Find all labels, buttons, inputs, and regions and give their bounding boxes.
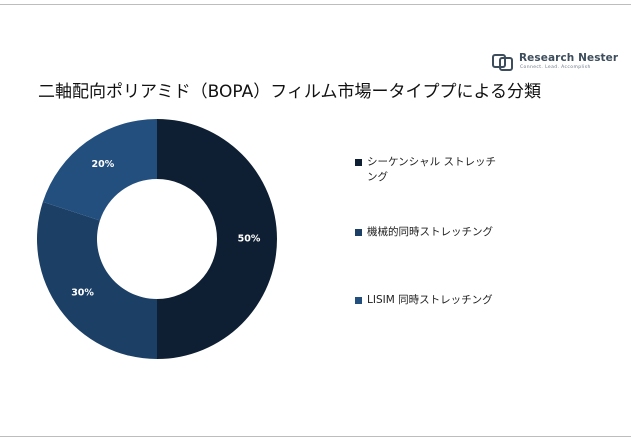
donut-slice	[42, 119, 158, 221]
legend-label: シーケンシャル ストレッチング	[367, 156, 497, 183]
slice-value-label: 20%	[92, 159, 115, 170]
legend-swatch	[355, 159, 362, 166]
legend-label: LISIM 同時ストレッチング	[367, 294, 493, 306]
legend-label: 機械的同時ストレッチング	[367, 226, 493, 238]
bottom-rule	[0, 436, 631, 437]
slice-value-label: 50%	[238, 234, 261, 245]
chart-title: 二軸配向ポリアミド（BOPA）フィルム市場ータイププによる分類	[38, 82, 542, 102]
legend-swatch	[355, 297, 362, 304]
donut-slice	[157, 119, 277, 359]
donut-slice	[37, 201, 157, 359]
brand-logo: Research Nester Connect. Lead. Accomplis…	[492, 51, 618, 75]
slice-value-label: 30%	[71, 288, 94, 299]
brand-tagline: Connect. Lead. Accomplish	[520, 65, 591, 70]
brand-name: Research Nester	[519, 52, 619, 64]
research-nester-logo-icon	[492, 54, 513, 71]
top-rule	[0, 4, 631, 5]
legend-swatch	[355, 229, 362, 236]
